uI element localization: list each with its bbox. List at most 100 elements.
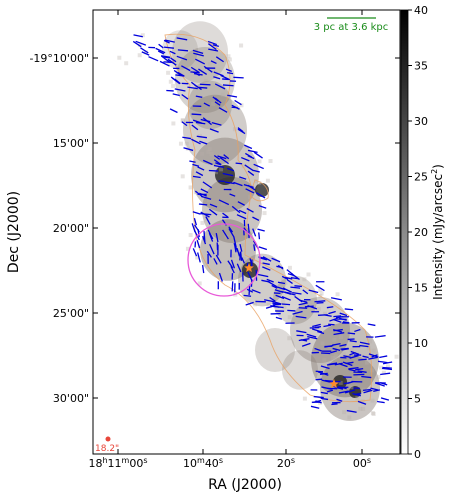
polarization-vector bbox=[374, 382, 385, 387]
polarization-vector bbox=[334, 362, 343, 366]
polarization-vector bbox=[349, 355, 359, 359]
polarization-vector bbox=[317, 330, 325, 335]
emission-region bbox=[290, 297, 350, 363]
polarization-vector bbox=[245, 152, 253, 158]
polarization-vector bbox=[345, 361, 354, 365]
polarization-vector bbox=[382, 366, 392, 369]
polarization-vector bbox=[251, 289, 261, 294]
polarization-vector bbox=[192, 211, 201, 215]
map-pixel bbox=[203, 78, 208, 83]
polarization-vector bbox=[227, 94, 238, 98]
polarization-vector bbox=[275, 316, 283, 320]
map-pixel bbox=[279, 285, 284, 290]
polarization-vector bbox=[253, 169, 260, 173]
polarization-vector bbox=[192, 163, 200, 167]
polarization-vector bbox=[292, 310, 303, 315]
polarization-vector bbox=[344, 389, 356, 394]
map-pixel bbox=[257, 159, 262, 164]
map-pixel bbox=[282, 305, 287, 310]
polarization-vector bbox=[354, 328, 361, 333]
polarization-vector bbox=[245, 301, 254, 306]
polarization-vector bbox=[209, 244, 215, 255]
polarization-vector bbox=[257, 228, 265, 232]
polarization-vector bbox=[262, 266, 271, 271]
polarization-vector bbox=[357, 370, 367, 373]
emission-region bbox=[200, 219, 256, 281]
polarization-vector bbox=[317, 371, 329, 376]
polarization-vector bbox=[362, 355, 369, 359]
polarization-vector bbox=[329, 317, 338, 322]
polarization-vector bbox=[333, 315, 342, 318]
map-pixel bbox=[316, 306, 321, 311]
polarization-vector bbox=[197, 166, 205, 171]
map-pixel bbox=[178, 141, 183, 146]
polarization-vector bbox=[339, 343, 347, 347]
polarization-vector bbox=[310, 405, 320, 409]
polarization-vector bbox=[330, 350, 337, 354]
map-pixel bbox=[253, 302, 258, 307]
map-pixel bbox=[226, 54, 231, 59]
polarization-vector bbox=[326, 306, 334, 309]
polarization-vector bbox=[275, 294, 285, 300]
map-pixel bbox=[180, 118, 185, 123]
polarization-vector bbox=[245, 188, 255, 194]
polarization-vector bbox=[347, 332, 356, 335]
colorbar-label: Intensity (mJy/arcsec2) bbox=[430, 164, 445, 300]
polarization-vector bbox=[218, 199, 230, 206]
map-pixel bbox=[220, 92, 225, 97]
polarization-vector bbox=[374, 335, 386, 338]
map-pixel bbox=[168, 79, 173, 84]
polarization-vector bbox=[262, 262, 270, 266]
polarization-vector bbox=[333, 385, 344, 390]
polarization-vector bbox=[312, 328, 323, 333]
polarization-vector bbox=[176, 37, 188, 41]
polarization-vector bbox=[170, 57, 177, 63]
map-pixel bbox=[221, 201, 226, 206]
polarization-vector bbox=[253, 151, 263, 159]
polarization-vector bbox=[321, 379, 333, 384]
polarization-vector bbox=[359, 344, 369, 348]
map-pixel bbox=[266, 302, 271, 307]
map-pixel bbox=[241, 164, 246, 169]
polarization-vector bbox=[284, 291, 292, 295]
polarization-vector bbox=[286, 269, 294, 276]
emission-region bbox=[183, 94, 247, 166]
polarization-vector bbox=[181, 93, 189, 100]
polarization-vector bbox=[320, 391, 328, 395]
polarization-vector bbox=[332, 347, 341, 351]
polarization-vector bbox=[258, 246, 268, 251]
polarization-vector bbox=[326, 389, 334, 393]
polarization-vector bbox=[314, 325, 322, 328]
map-pixel bbox=[240, 242, 245, 247]
polarization-vector bbox=[343, 382, 351, 385]
map-pixel bbox=[180, 118, 185, 123]
colorbar-tick-label: 30 bbox=[414, 115, 428, 128]
polarization-vector bbox=[328, 310, 336, 315]
polarization-vector bbox=[339, 312, 348, 317]
emission-region bbox=[188, 80, 232, 130]
map-pixel bbox=[200, 220, 205, 225]
polarization-vector bbox=[148, 56, 159, 62]
source-star-marker bbox=[244, 263, 254, 272]
map-pixel bbox=[371, 411, 376, 416]
x-tick-label: 20s bbox=[277, 456, 295, 470]
polarization-vector bbox=[343, 355, 351, 359]
polarization-vector bbox=[238, 209, 247, 215]
polarization-vector bbox=[200, 195, 212, 200]
polarization-vector bbox=[209, 128, 219, 133]
polarization-vector bbox=[164, 39, 175, 43]
y-tick-label: 20'00" bbox=[53, 222, 89, 235]
map-pixel bbox=[355, 396, 360, 401]
map-pixel bbox=[209, 151, 214, 156]
x-tick-label: 00s bbox=[353, 456, 371, 470]
polarization-vector bbox=[159, 60, 170, 67]
polarization-vector bbox=[207, 43, 217, 51]
region-circle bbox=[187, 223, 261, 297]
map-pixel bbox=[301, 313, 306, 318]
map-pixel bbox=[349, 348, 354, 353]
polarization-vector bbox=[205, 216, 211, 225]
colorbar-tick-label: 5 bbox=[414, 393, 421, 406]
polarization-vector bbox=[371, 354, 378, 358]
polarization-vector bbox=[296, 330, 307, 334]
polarization-vector bbox=[258, 273, 269, 278]
